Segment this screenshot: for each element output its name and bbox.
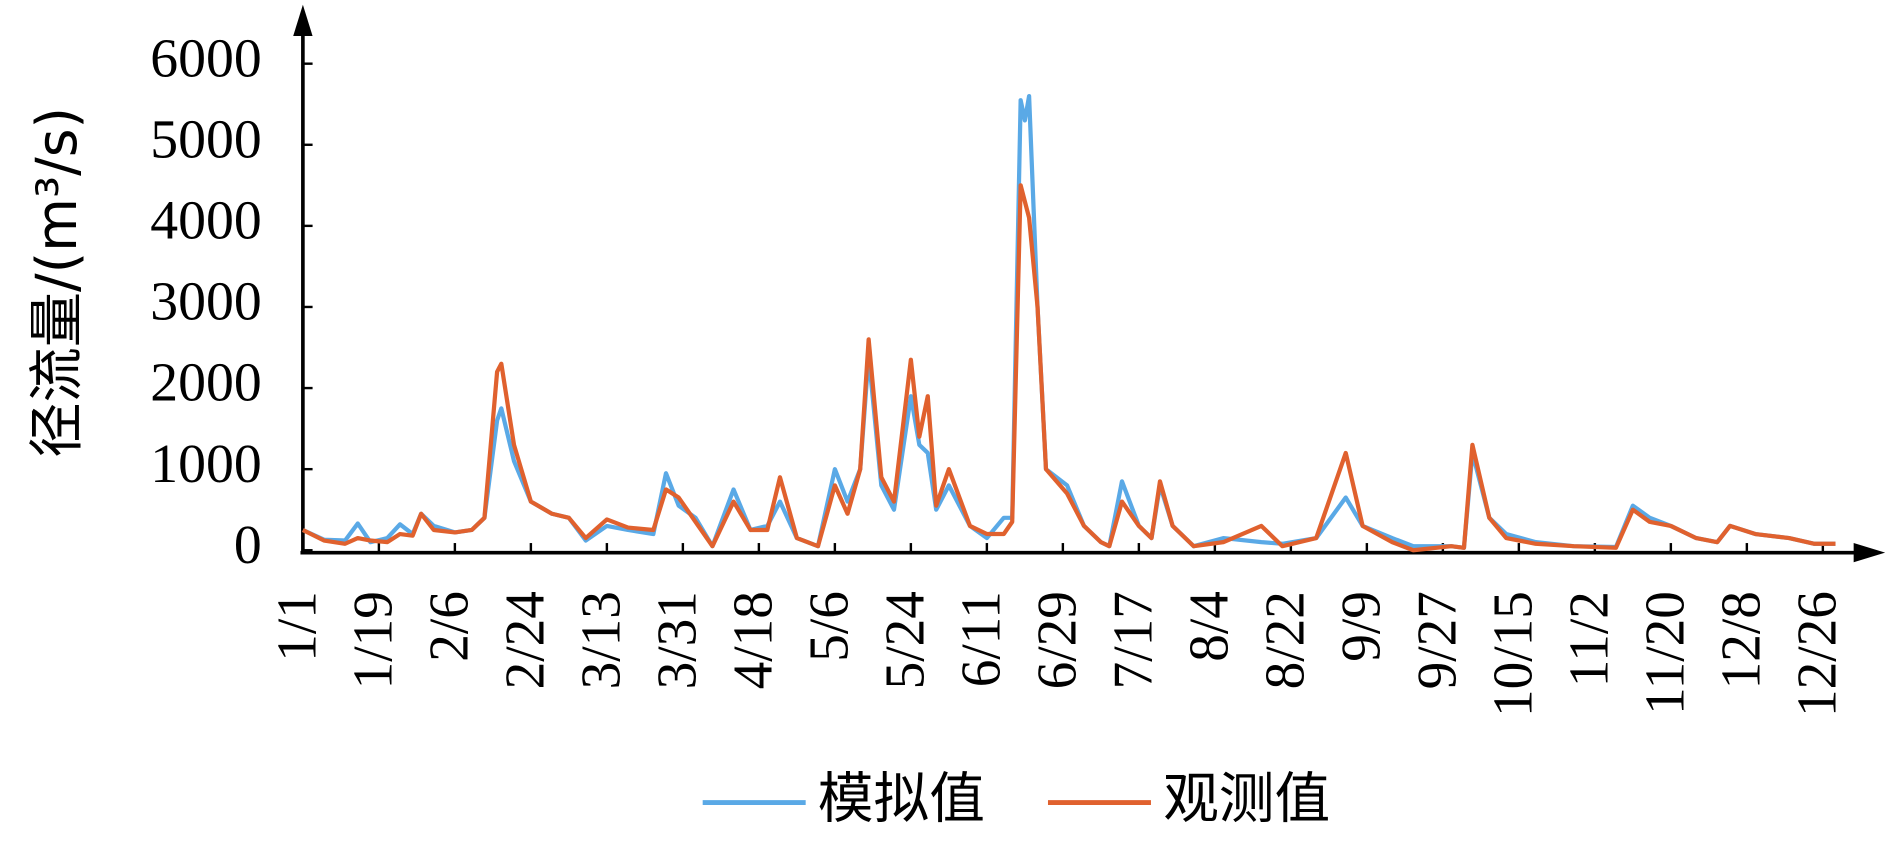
y-axis-arrow bbox=[293, 4, 313, 37]
x-tick-label: 12/8 bbox=[1711, 591, 1772, 689]
y-tick-label: 0 bbox=[234, 515, 262, 576]
x-tick-label: 5/6 bbox=[799, 591, 860, 662]
x-tick-label: 2/6 bbox=[419, 591, 480, 662]
series-line bbox=[301, 183, 1836, 553]
x-tick-label: 8/22 bbox=[1255, 591, 1316, 689]
y-tick-label: 2000 bbox=[150, 353, 261, 414]
x-tick-label: 3/13 bbox=[571, 591, 632, 689]
x-tick-label: 6/29 bbox=[1027, 591, 1088, 689]
y-tick-label: 4000 bbox=[150, 191, 261, 252]
x-tick-label: 8/4 bbox=[1179, 591, 1240, 662]
x-tick-label: 11/20 bbox=[1635, 591, 1696, 715]
y-tick-label: 1000 bbox=[150, 434, 261, 495]
x-tick-label: 2/24 bbox=[495, 591, 556, 689]
y-tick-label: 5000 bbox=[150, 110, 261, 171]
x-tick-label: 1/19 bbox=[343, 591, 404, 689]
y-tick-label: 3000 bbox=[150, 272, 261, 333]
y-axis-label: 径流量/(m³/s) bbox=[25, 107, 90, 458]
y-tick-label: 6000 bbox=[150, 29, 261, 90]
x-tick-label: 12/26 bbox=[1787, 591, 1848, 717]
x-tick-label: 1/1 bbox=[267, 591, 328, 662]
x-tick-label: 9/9 bbox=[1331, 591, 1392, 662]
x-tick-label: 5/24 bbox=[875, 591, 936, 689]
x-tick-label: 10/15 bbox=[1483, 591, 1544, 717]
x-tick-label: 4/18 bbox=[723, 591, 784, 689]
x-tick-label: 7/17 bbox=[1103, 591, 1164, 689]
legend-label: 观测值 bbox=[1163, 767, 1330, 832]
x-tick-label: 3/31 bbox=[647, 591, 708, 689]
series-line bbox=[301, 94, 1836, 550]
x-tick-label: 9/27 bbox=[1407, 591, 1468, 689]
x-axis-arrow bbox=[1853, 543, 1886, 563]
legend-label: 模拟值 bbox=[818, 767, 985, 832]
x-tick-label: 6/11 bbox=[951, 591, 1012, 687]
x-tick-label: 11/2 bbox=[1559, 591, 1620, 687]
